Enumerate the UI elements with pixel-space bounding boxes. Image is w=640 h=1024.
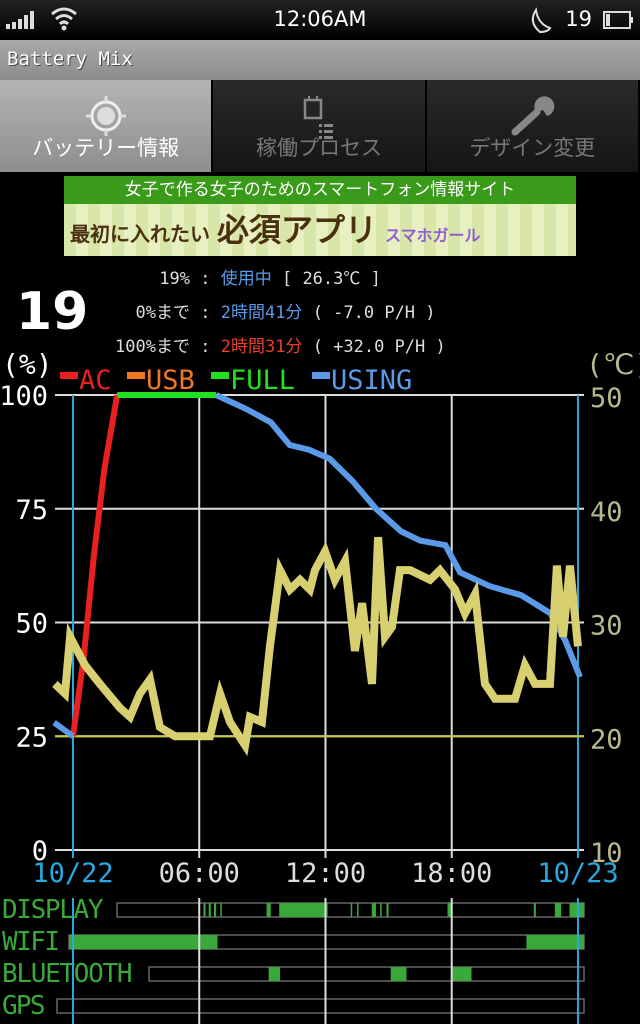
x-tick-label: 10/23 <box>537 858 618 889</box>
ad-logo: スマホガール <box>384 226 481 245</box>
x-tick-label: 10/22 <box>32 858 113 889</box>
activity-label: WIFI <box>2 927 60 957</box>
app-title: Battery Mix <box>7 48 133 70</box>
activity-track <box>148 966 585 982</box>
activity-segment <box>357 903 359 917</box>
legend-label: USB <box>146 365 195 396</box>
series-line-ac <box>70 394 121 737</box>
activity-segment <box>266 903 271 917</box>
legend-label: FULL <box>230 365 295 396</box>
series-line-temperature <box>52 536 582 757</box>
tab-processes[interactable]: 稼働プロセス <box>213 80 427 172</box>
info-row-to-full: 100%まで : 2時間31分 ( +32.0 P/H ) <box>115 337 446 357</box>
activity-segment <box>371 903 376 917</box>
activity-segment <box>451 967 472 981</box>
battery-level: 19 <box>565 7 592 31</box>
activity-segment <box>220 903 222 917</box>
tab-label: 稼働プロセス <box>255 136 382 160</box>
wrench-icon <box>511 96 555 136</box>
activity-label: BLUETOOTH <box>2 959 133 989</box>
activity-segment <box>386 903 389 917</box>
activity-label: DISPLAY <box>2 895 104 925</box>
activity-segment <box>569 903 584 917</box>
y-axis-label: (%) <box>2 348 53 381</box>
legend-swatch <box>127 372 145 379</box>
activity-segment <box>279 903 328 917</box>
y-tick-label: 75 <box>15 495 48 526</box>
tab-battery-info[interactable]: バッテリー情報 <box>0 80 214 172</box>
tab-bar: バッテリー情報 稼働プロセス デザイン変更 <box>0 80 640 172</box>
tab-label: バッテリー情報 <box>32 136 180 160</box>
process-list-icon <box>303 96 333 139</box>
activity-segment <box>213 903 217 917</box>
ad-text-large: 必須アプリ <box>216 211 377 249</box>
activity-segment <box>268 967 281 981</box>
ad-text: 最初に入れたい <box>70 222 210 246</box>
activity-segment <box>447 903 452 917</box>
wifi-icon <box>51 7 77 26</box>
legend-label: AC <box>79 365 112 396</box>
legend-swatch <box>312 372 330 379</box>
x-tick-label: 12:00 <box>285 858 366 889</box>
activity-segment <box>69 935 218 949</box>
series-line-using <box>52 720 75 739</box>
y-tick-label: 100 <box>0 381 48 412</box>
y2-tick-label: 30 <box>590 611 623 642</box>
x-tick-label: 18:00 <box>411 858 492 889</box>
activity-segment <box>203 903 206 917</box>
y2-tick-label: 10 <box>590 838 623 869</box>
activity-label: GPS <box>2 991 46 1021</box>
app-title-bar: Battery Mix <box>0 40 640 80</box>
y-tick-label: 25 <box>15 722 48 753</box>
ad-headline: 女子で作る女子のためのスマートフォン情報サイト <box>64 176 576 204</box>
y2-tick-label: 40 <box>590 497 623 528</box>
ad-banner[interactable]: 女子で作る女子のためのスマートフォン情報サイト 最初に入れたい 必須アプリ スマホ… <box>64 176 576 256</box>
activity-segment <box>533 903 536 917</box>
target-icon <box>85 96 126 136</box>
activity-segment <box>208 903 211 917</box>
series-line-using <box>214 392 583 679</box>
tab-design[interactable]: デザイン変更 <box>426 80 640 172</box>
info-row-status: 19% : 使用中 [ 26.3℃ ] <box>159 269 381 289</box>
legend-swatch <box>211 372 229 379</box>
battery-level-large: 19 <box>16 282 89 342</box>
activity-segment <box>390 967 407 981</box>
activity-track <box>116 902 585 918</box>
y-tick-label: 50 <box>15 609 48 640</box>
y2-tick-label: 50 <box>590 383 623 414</box>
activity-segment <box>526 935 584 949</box>
activity-segment <box>554 903 562 917</box>
signal-icon <box>6 7 77 31</box>
y2-tick-label: 20 <box>590 724 623 755</box>
clock: 12:06AM <box>273 7 367 31</box>
x-tick-label: 06:00 <box>159 858 240 889</box>
legend-swatch <box>60 372 78 379</box>
info-row-to-empty: 0%まで : 2時間41分 ( -7.0 P/H ) <box>135 303 436 323</box>
tab-label: デザイン変更 <box>469 136 596 160</box>
activity-track <box>56 998 585 1014</box>
activity-segment <box>350 903 353 917</box>
y-tick-label: 0 <box>32 836 48 867</box>
legend-label: USING <box>331 365 412 396</box>
y2-axis-label: (℃) <box>586 348 640 381</box>
activity-segment <box>380 903 382 917</box>
